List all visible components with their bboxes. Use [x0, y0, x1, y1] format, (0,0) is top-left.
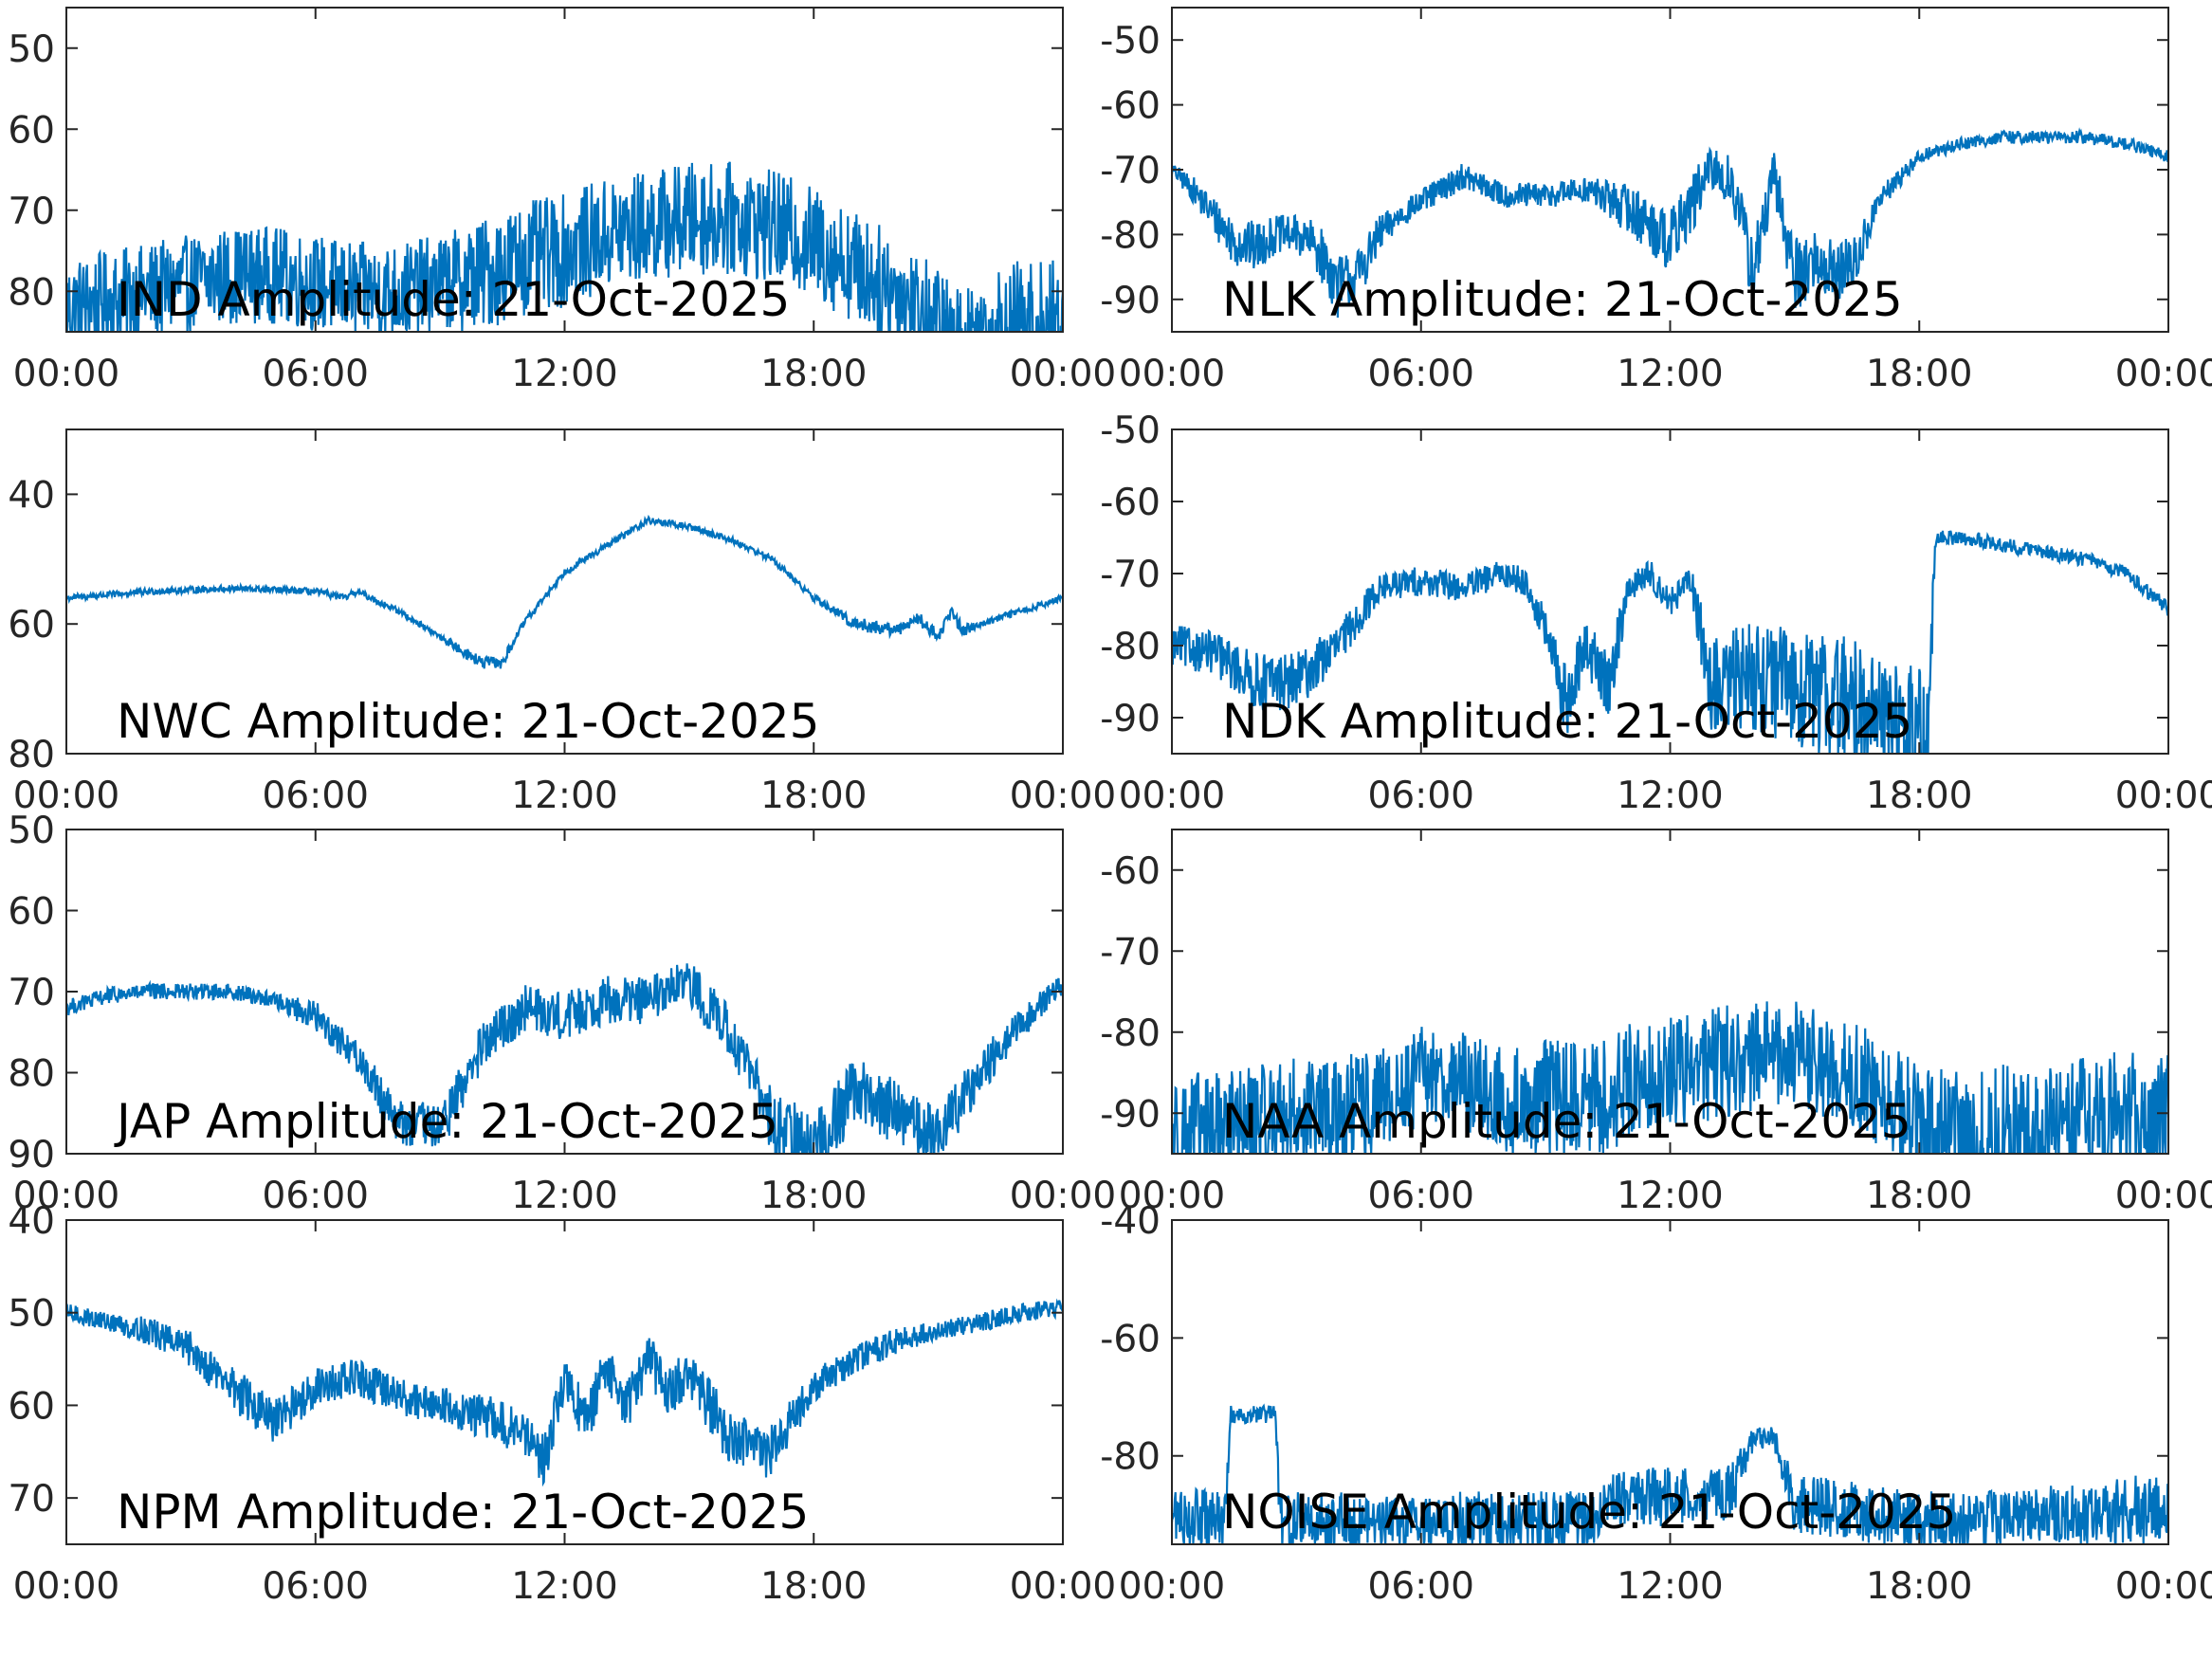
x-tick-label-3-1: 06:00	[1368, 775, 1474, 817]
y-tick-label-6-3: 70	[8, 1478, 55, 1521]
y-tick-label-6-1: 50	[8, 1293, 55, 1336]
x-tick-label-2-1: 06:00	[263, 775, 369, 817]
x-tick-label-6-0: 00:00	[13, 1565, 119, 1608]
x-tick-label-5-3: 18:00	[1866, 1175, 1972, 1217]
series-line-7	[1172, 1403, 2168, 1544]
y-tick-label-5-0: -60	[1100, 850, 1161, 893]
x-tick-label-0-0: 00:00	[13, 353, 119, 395]
y-tick-label-4-3: 80	[8, 1053, 55, 1096]
y-tick-label-1-1: -60	[1100, 85, 1161, 128]
panel-7: 00:00 06:00 12:00 18:00 00:00 -40 -60 -80 NOISE …	[1100, 1200, 2212, 1608]
y-tick-label-1-4: -90	[1100, 280, 1161, 322]
y-tick-label-7-1: -60	[1100, 1318, 1161, 1360]
series-line-0	[66, 161, 1063, 332]
y-tick-label-4-2: 70	[8, 972, 55, 1014]
y-tick-label-5-3: -90	[1100, 1093, 1161, 1136]
x-tick-label-6-4: 00:00	[1010, 1565, 1116, 1608]
y-tick-label-0-1: 60	[8, 109, 55, 152]
y-tick-label-1-0: -50	[1100, 20, 1161, 63]
x-tick-label-6-3: 18:00	[760, 1565, 867, 1608]
panel-0: 00:00 06:00 12:00 18:00 00:00 50 60 70 80 IND Amp…	[8, 7, 1116, 395]
x-tick-label-5-0: 00:00	[1119, 1175, 1225, 1217]
y-tick-label-1-3: -80	[1100, 214, 1161, 257]
x-tick-label-0-4: 00:00	[1010, 353, 1116, 395]
panel-1: 00:00 06:00 12:00 18:00 00:00 -50 -60 -70 -80 -90…	[1100, 7, 2212, 395]
x-tick-label-2-0: 00:00	[13, 775, 119, 817]
y-tick-label-3-4: -90	[1100, 698, 1161, 740]
y-tick-label-2-1: 60	[8, 604, 55, 647]
panel-title-3: NDK Amplitude: 21-Oct-2025	[1222, 694, 1912, 749]
x-tick-label-5-4: 00:00	[2115, 1175, 2212, 1217]
series-line-4	[66, 963, 1063, 1154]
y-tick-label-5-1: -70	[1100, 931, 1161, 974]
y-tick-label-0-3: 80	[8, 271, 55, 314]
y-tick-label-6-2: 60	[8, 1385, 55, 1428]
x-tick-label-2-4: 00:00	[1010, 775, 1116, 817]
x-tick-label-4-0: 00:00	[13, 1175, 119, 1217]
y-tick-label-3-2: -70	[1100, 554, 1161, 596]
x-tick-label-0-3: 18:00	[760, 353, 867, 395]
x-tick-label-0-1: 06:00	[263, 353, 369, 395]
x-tick-label-4-2: 12:00	[511, 1175, 617, 1217]
x-tick-label-1-4: 00:00	[2115, 353, 2212, 395]
x-tick-label-2-2: 12:00	[511, 775, 617, 817]
x-tick-label-3-2: 12:00	[1617, 775, 1723, 817]
x-tick-label-4-4: 00:00	[1010, 1175, 1116, 1217]
y-tick-label-6-0: 40	[8, 1200, 55, 1243]
y-tick-label-2-0: 40	[8, 474, 55, 517]
x-tick-label-1-1: 06:00	[1368, 353, 1474, 395]
y-tick-label-4-4: 90	[8, 1134, 55, 1176]
panel-title-4: JAP Amplitude: 21-Oct-2025	[114, 1094, 778, 1149]
panel-title-1: NLK Amplitude: 21-Oct-2025	[1222, 272, 1903, 327]
panel-5: 00:00 06:00 12:00 18:00 00:00 -60 -70 -80 -90 NAA…	[1100, 829, 2212, 1217]
panel-title-5: NAA Amplitude: 21-Oct-2025	[1222, 1094, 1911, 1149]
y-tick-label-5-2: -80	[1100, 1012, 1161, 1055]
series-line-2	[66, 514, 1063, 669]
y-tick-label-2-2: 80	[8, 734, 55, 776]
y-tick-label-7-0: -40	[1100, 1200, 1161, 1243]
x-tick-label-6-1: 06:00	[263, 1565, 369, 1608]
y-tick-label-0-0: 50	[8, 28, 55, 71]
x-tick-label-5-1: 06:00	[1368, 1175, 1474, 1217]
series-line-5	[1172, 1001, 2168, 1154]
x-tick-label-5-2: 12:00	[1617, 1175, 1723, 1217]
series-line-1	[1172, 127, 2168, 319]
x-tick-label-1-3: 18:00	[1866, 353, 1972, 395]
x-tick-label-3-4: 00:00	[2115, 775, 2212, 817]
panel-title-2: NWC Amplitude: 21-Oct-2025	[117, 694, 819, 749]
x-tick-label-2-3: 18:00	[760, 775, 867, 817]
y-tick-label-3-1: -60	[1100, 482, 1161, 524]
x-tick-label-3-0: 00:00	[1119, 775, 1225, 817]
series-line-3	[1172, 530, 2168, 754]
x-tick-label-4-3: 18:00	[760, 1175, 867, 1217]
y-tick-label-4-1: 60	[8, 891, 55, 934]
panel-4: 00:00 06:00 12:00 18:00 00:00 50 60 70 80 90 JAP A…	[8, 810, 1116, 1217]
panel-title-0: IND Amplitude: 21-Oct-2025	[117, 272, 790, 327]
y-tick-label-3-0: -50	[1100, 410, 1161, 452]
x-tick-label-7-1: 06:00	[1368, 1565, 1474, 1608]
panel-3: 00:00 06:00 12:00 18:00 00:00 -50 -60 -70 -80 -90…	[1100, 410, 2212, 817]
panel-2: 00:00 06:00 12:00 18:00 00:00 40 60 80 NWC Ampli…	[8, 428, 1116, 817]
series-line-6	[66, 1298, 1063, 1487]
panel-title-7: NOISE Amplitude: 21-Oct-2025	[1222, 1485, 1957, 1540]
y-tick-label-3-3: -80	[1100, 626, 1161, 668]
panel-title-6: NPM Amplitude: 21-Oct-2025	[117, 1485, 809, 1540]
y-tick-label-1-2: -70	[1100, 150, 1161, 192]
panel-6: 00:00 06:00 12:00 18:00 00:00 40 50 60 70 NPM Amp…	[8, 1200, 1116, 1608]
x-tick-label-3-3: 18:00	[1866, 775, 1972, 817]
x-tick-label-6-2: 12:00	[511, 1565, 617, 1608]
x-tick-label-0-2: 12:00	[511, 353, 617, 395]
y-tick-label-0-2: 70	[8, 191, 55, 233]
x-tick-label-1-0: 00:00	[1119, 353, 1225, 395]
x-tick-label-4-1: 06:00	[263, 1175, 369, 1217]
y-tick-label-7-2: -80	[1100, 1436, 1161, 1479]
y-tick-label-4-0: 50	[8, 810, 55, 852]
x-tick-label-1-2: 12:00	[1617, 353, 1723, 395]
x-tick-label-7-4: 00:00	[2115, 1565, 2212, 1608]
x-tick-label-7-2: 12:00	[1617, 1565, 1723, 1608]
x-tick-label-7-3: 18:00	[1866, 1565, 1972, 1608]
x-tick-label-7-0: 00:00	[1119, 1565, 1225, 1608]
